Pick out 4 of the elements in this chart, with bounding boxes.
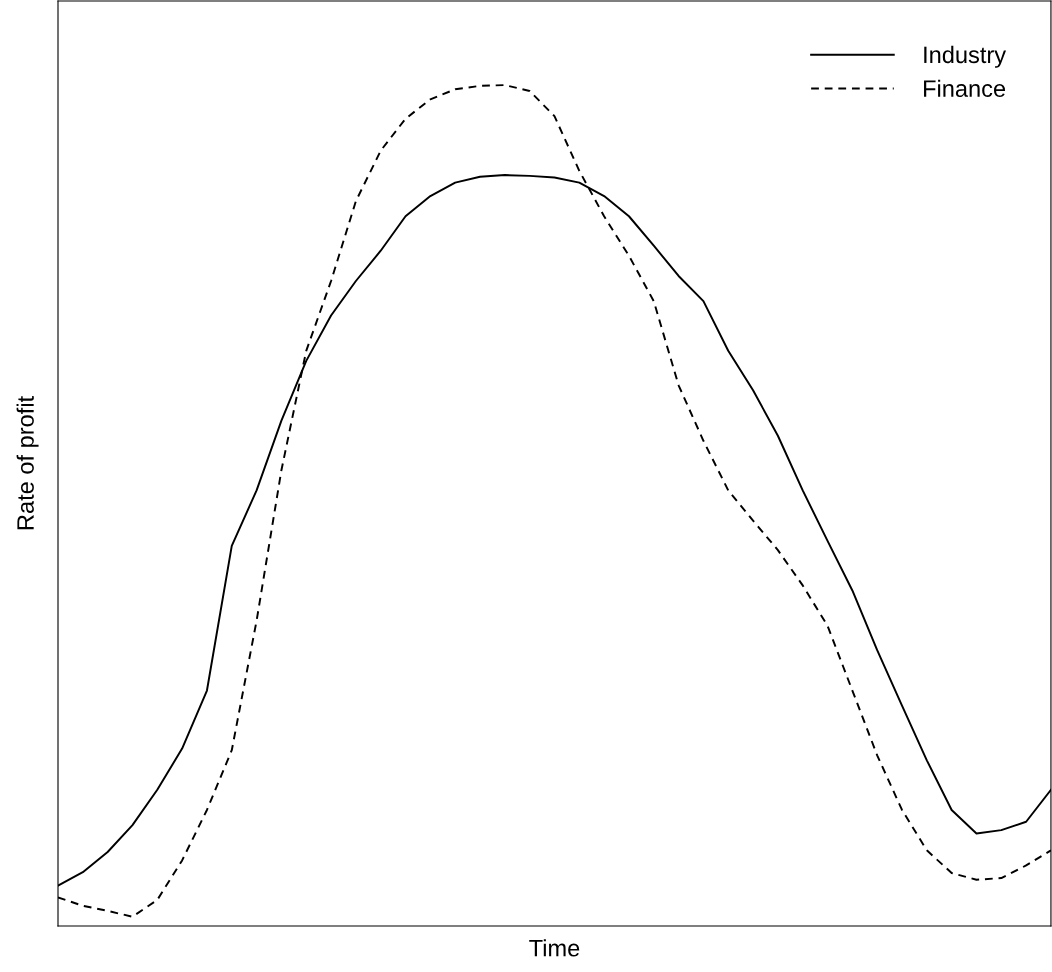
legend-label: Industry xyxy=(924,45,1007,68)
y-axis-title: Rate of profit xyxy=(16,396,39,530)
legend-label: Finance xyxy=(924,79,1006,97)
x-axis-title: Time xyxy=(529,939,580,957)
